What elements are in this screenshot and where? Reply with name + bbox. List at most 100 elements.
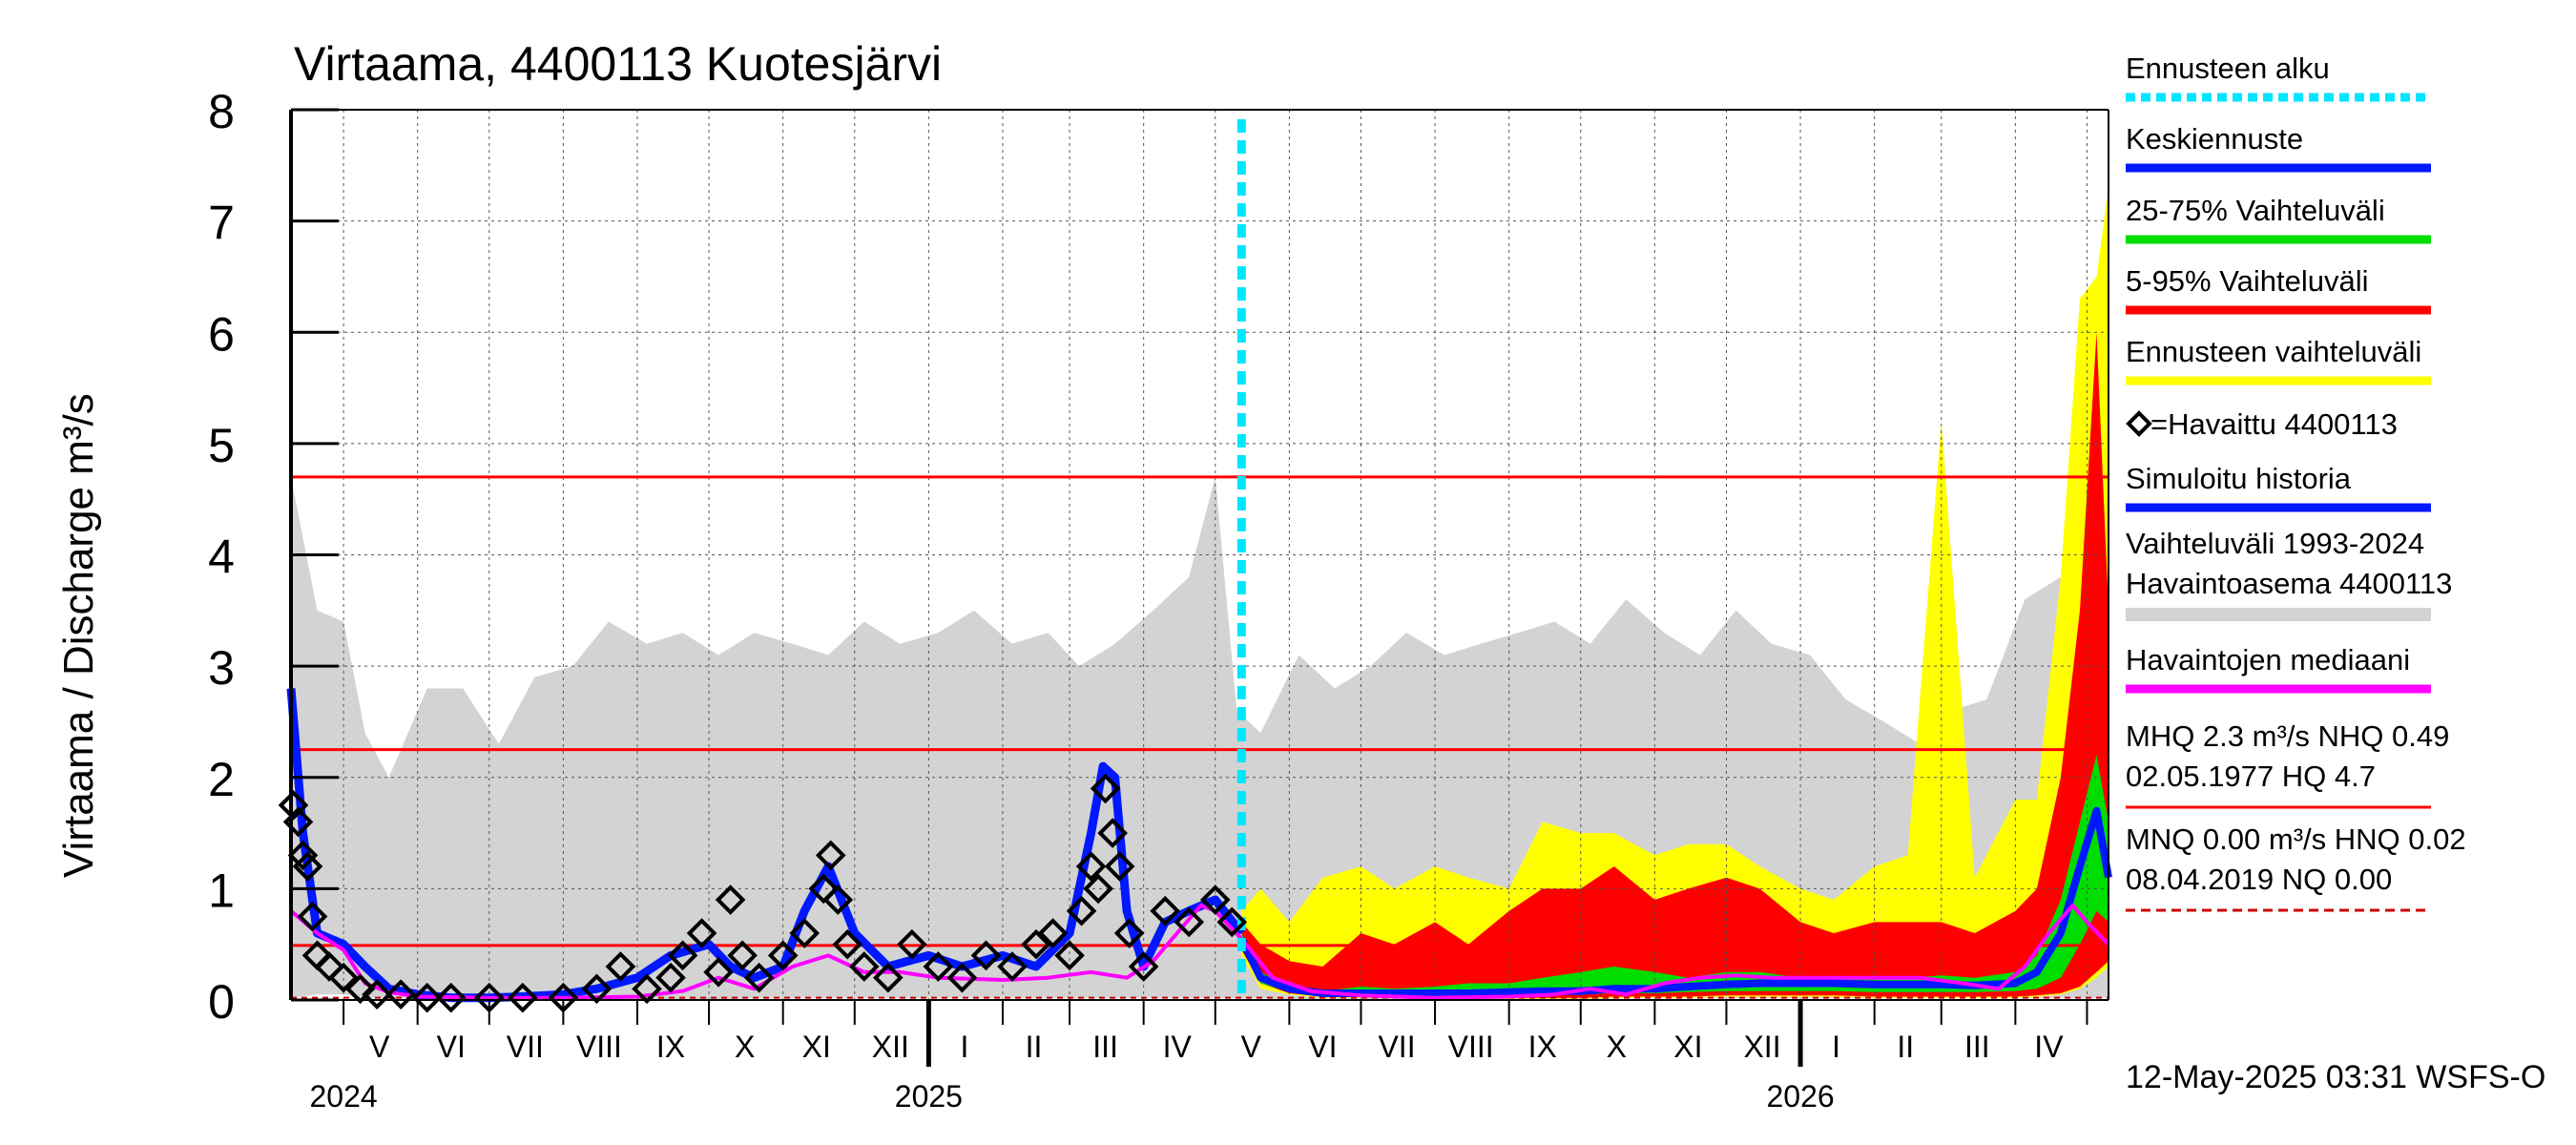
observed-point <box>1128 951 1159 982</box>
observed-point <box>287 840 319 871</box>
observed-point <box>385 979 416 1010</box>
month-label: XI <box>802 1030 831 1064</box>
month-label: X <box>735 1030 755 1064</box>
observed-point <box>1097 818 1128 848</box>
month-label: III <box>1092 1030 1118 1064</box>
observed-point <box>727 940 758 971</box>
legend-label: MNQ 0.00 m³/s HNQ 0.02 <box>2126 822 2466 856</box>
observed-point <box>1113 918 1145 948</box>
y-tick-label: 2 <box>208 753 235 806</box>
observed-point <box>1075 851 1107 882</box>
observed-point <box>822 885 854 915</box>
observed-point <box>655 962 686 993</box>
observed-point <box>815 840 846 871</box>
observed-point <box>278 790 309 821</box>
legend-label: MHQ 2.3 m³/s NHQ 0.49 <box>2126 719 2449 753</box>
observed-point <box>970 940 1002 971</box>
y-tick-label: 7 <box>208 197 235 250</box>
month-label: VII <box>507 1030 544 1064</box>
y-tick-label: 5 <box>208 419 235 472</box>
observed-point <box>362 979 392 1010</box>
month-label: XII <box>1743 1030 1780 1064</box>
month-label: II <box>1897 1030 1914 1064</box>
observed-point <box>767 940 799 971</box>
month-label: VI <box>1308 1030 1337 1064</box>
observed-point <box>686 918 717 948</box>
observed-point <box>292 851 323 882</box>
observed-point <box>1174 906 1205 938</box>
observed-point <box>1090 773 1121 804</box>
month-label: VIII <box>1448 1030 1494 1064</box>
month-label: X <box>1607 1030 1627 1064</box>
observed-point <box>297 901 328 932</box>
observed-point <box>1021 928 1051 960</box>
month-label: V <box>369 1030 390 1064</box>
observed-point <box>314 951 344 982</box>
year-label: 2025 <box>895 1079 963 1114</box>
p5-95-band <box>1241 332 2109 998</box>
footer-timestamp: 12-May-2025 03:31 WSFS-O <box>2126 1059 2545 1095</box>
legend-label: 02.05.1977 HQ 4.7 <box>2126 760 2376 793</box>
month-label: VII <box>1378 1030 1415 1064</box>
legend-label: 25-75% Vaihteluväli <box>2126 194 2385 227</box>
month-label: II <box>1026 1030 1043 1064</box>
observed-point <box>743 962 775 993</box>
observed-point <box>411 982 443 1013</box>
observed-point <box>848 951 880 982</box>
observed-point <box>1066 895 1097 926</box>
observed-point <box>1199 885 1231 915</box>
observed-point <box>435 982 467 1013</box>
y-tick-label: 6 <box>208 307 235 361</box>
observed-point <box>605 951 636 982</box>
observed-point <box>997 951 1028 982</box>
observed-point <box>632 973 662 1005</box>
observed-point <box>703 957 734 988</box>
month-label: XII <box>872 1030 909 1064</box>
month-label: V <box>1241 1030 1262 1064</box>
legend-label: Havaintoasema 4400113 <box>2126 567 2452 600</box>
observed-point <box>715 885 746 915</box>
legend-label: Vaihteluväli 1993-2024 <box>2126 527 2424 560</box>
y-tick-label: 8 <box>208 85 235 138</box>
legend-label: Ennusteen alku <box>2126 52 2330 85</box>
legend-label: =Havaittu 4400113 <box>2150 407 2398 441</box>
year-label: 2024 <box>309 1079 377 1114</box>
y-tick-label: 4 <box>208 531 235 584</box>
observed-point <box>581 973 613 1005</box>
year-label: 2026 <box>1766 1079 1834 1114</box>
observed-point <box>789 918 821 948</box>
legend-label: Simuloitu historia <box>2126 462 2352 495</box>
y-tick-label: 1 <box>208 864 235 917</box>
y-tick-label: 0 <box>208 975 235 1029</box>
chart-title: Virtaama, 4400113 Kuotesjärvi <box>294 37 942 91</box>
month-label: III <box>1964 1030 1990 1064</box>
median-line <box>289 903 2110 1000</box>
month-label: IV <box>2034 1030 2064 1064</box>
legend: Ennusteen alku Keskiennuste 25-75% Vaihtel… <box>2126 52 2466 912</box>
month-label: XI <box>1673 1030 1702 1064</box>
observed-point <box>344 973 376 1005</box>
legend-label: 08.04.2019 NQ 0.00 <box>2126 863 2392 896</box>
y-axis-label: Virtaama / Discharge m³/s <box>55 393 102 878</box>
month-label: I <box>1832 1030 1840 1064</box>
mean-forecast-line <box>1237 806 2112 997</box>
observed-point <box>328 962 359 993</box>
observed-point <box>808 873 840 905</box>
observed-point <box>1104 851 1135 882</box>
month-label: VI <box>437 1030 466 1064</box>
observed-point <box>1083 873 1113 905</box>
legend-label: Havaintojen mediaani <box>2126 643 2410 677</box>
reference-lines <box>291 475 2109 999</box>
observed-point <box>1216 906 1248 938</box>
month-label: VIII <box>576 1030 622 1064</box>
observed-point <box>832 928 863 960</box>
observed-point <box>1037 918 1069 948</box>
observed-point <box>1150 895 1181 926</box>
month-label: IX <box>656 1030 685 1064</box>
grid-layer <box>291 110 2109 1000</box>
legend-marker-icon <box>2126 410 2152 437</box>
observed-point <box>897 928 927 960</box>
legend-label: Keskiennuste <box>2126 122 2303 156</box>
